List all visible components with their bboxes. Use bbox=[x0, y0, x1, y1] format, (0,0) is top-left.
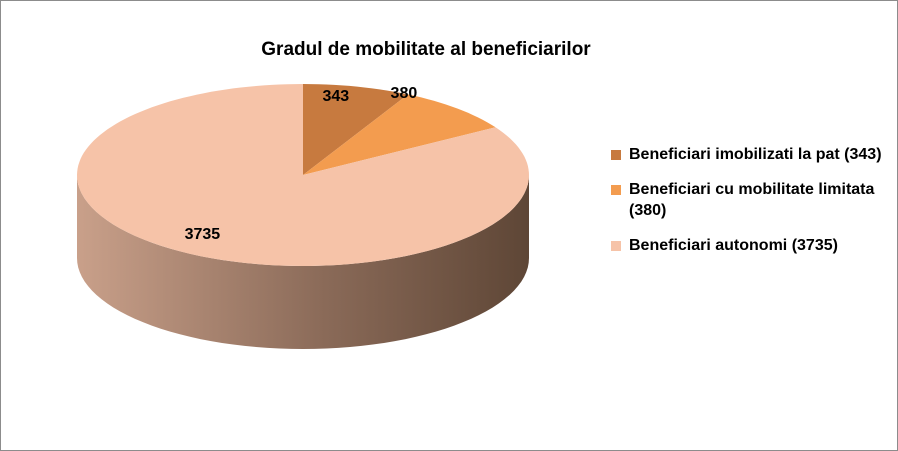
legend-swatch bbox=[611, 241, 621, 251]
pie-labels: 343 380 3735 bbox=[185, 85, 418, 243]
pie-sides bbox=[77, 175, 529, 349]
data-label-3: 3735 bbox=[185, 226, 221, 243]
chart-title: Gradul de mobilitate al beneficiarilor bbox=[261, 39, 591, 60]
legend-label: Beneficiari autonomi (3735) bbox=[629, 237, 838, 254]
pie-side-wall bbox=[77, 175, 529, 349]
pie-slice-2 bbox=[303, 94, 496, 175]
legend-label: Beneficiari imobilizati la pat (343) bbox=[629, 146, 882, 163]
legend: Beneficiari imobilizati la pat (343) Bene… bbox=[611, 144, 891, 270]
legend-label: Beneficiari cu mobilitate limitata (380) bbox=[629, 181, 875, 219]
pie-slice-1 bbox=[303, 84, 408, 175]
legend-entry-1: Beneficiari imobilizati la pat (343) bbox=[611, 144, 891, 165]
data-label-1: 343 bbox=[322, 88, 349, 105]
pie-slice-3 bbox=[77, 84, 529, 266]
data-label-2: 380 bbox=[391, 85, 418, 102]
pie-slices bbox=[77, 84, 529, 266]
legend-swatch bbox=[611, 150, 621, 160]
legend-swatch bbox=[611, 185, 621, 195]
legend-entry-3: Beneficiari autonomi (3735) bbox=[611, 235, 891, 256]
legend-entry-2: Beneficiari cu mobilitate limitata (380) bbox=[611, 179, 891, 221]
